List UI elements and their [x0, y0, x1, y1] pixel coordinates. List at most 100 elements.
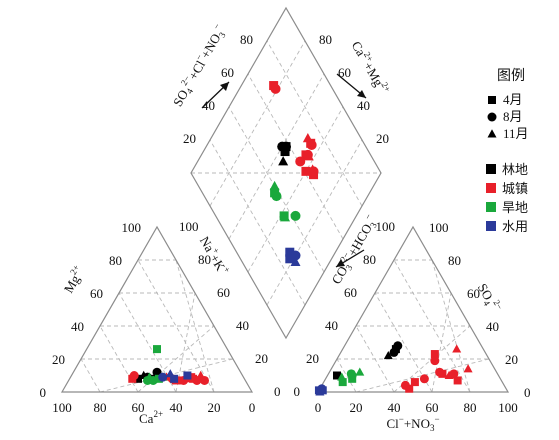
cation-triangle-grid-line [137, 259, 215, 393]
legend-month-label: 8月 [503, 109, 523, 124]
cation-y-tick-label: 80 [109, 253, 122, 268]
anion-data-point [315, 387, 325, 396]
diamond-upper-right-tick-label: 20 [376, 131, 389, 146]
diamond-data-point [280, 147, 290, 157]
legend-marker-square [488, 96, 496, 104]
cation-y-axis-title: Mg2+ [59, 263, 88, 295]
anion-data-point [463, 364, 473, 373]
grid-lines [80, 40, 490, 393]
cation-x-tick-label: 0 [249, 400, 256, 415]
diamond-grid-line [228, 106, 325, 273]
anion-triangle-grid-line [374, 292, 433, 393]
cation-triangle-grid-line [118, 292, 177, 393]
cation-data-point [143, 375, 152, 385]
anion-y-tick-label: 40 [486, 319, 499, 334]
cation-data-point [158, 372, 168, 382]
cation-y-tick-label: 100 [122, 220, 142, 235]
diamond-upper-right-title: Ca2++Mg2+ [349, 37, 393, 97]
diamond-grid-line [266, 40, 363, 207]
anion-side-tick-label: 0 [294, 384, 301, 399]
diamond-upper-right-tick-label: 80 [319, 32, 332, 47]
diamond-data-point [280, 212, 291, 222]
legend-marker-triangle [487, 129, 497, 138]
data-points [128, 81, 473, 396]
anion-data-point [355, 367, 365, 376]
diamond-grid-line [247, 106, 344, 273]
anion-side-tick-label: 80 [363, 252, 376, 267]
legend-swatch [486, 183, 496, 193]
cation-side-tick-label: 40 [236, 318, 249, 333]
legend-swatch [486, 202, 496, 212]
anion-data-point [318, 386, 327, 395]
cation-data-point [129, 371, 139, 380]
diamond-grid-line [228, 73, 325, 240]
diamond-grid-line [209, 40, 306, 207]
diamond-data-point [303, 151, 314, 161]
diamond-data-point [301, 166, 311, 176]
anion-x-tick-label: 20 [350, 400, 363, 415]
anion-side-axis-title: CO32−+HCO3− [327, 212, 382, 288]
diamond-upper-left-tick-label: 60 [221, 65, 234, 80]
diamond-data-point [281, 141, 291, 152]
anion-x-tick-label: 0 [315, 400, 322, 415]
diamond-data-point [290, 256, 301, 266]
legend-month-label: 11月 [503, 126, 529, 141]
diamond-grid-line [247, 73, 344, 240]
anion-data-point [383, 350, 393, 360]
cation-data-point [165, 369, 175, 378]
diamond-data-point [285, 254, 295, 264]
anion-y-tick-label: 80 [448, 253, 461, 268]
cation-data-point [134, 374, 142, 383]
diamond-upper-right-tick-label: 60 [338, 65, 351, 80]
anion-data-point [389, 347, 399, 357]
cation-data-point [170, 374, 179, 383]
anion-data-point [449, 369, 459, 379]
anion-triangle-grid-line [336, 358, 357, 393]
anion-triangle-grid-line [393, 259, 471, 393]
tick-labels: 1000100001008020802020806040604040604060… [40, 32, 531, 415]
anion-triangle-grid-line [355, 325, 395, 393]
anion-x-tick-label: 40 [388, 400, 401, 415]
diamond-upper-left-tick-label: 20 [183, 131, 196, 146]
legend-marker-circle [487, 112, 497, 122]
cation-data-point [189, 374, 198, 383]
cation-data-point [200, 375, 209, 385]
cation-side-tick-label: 80 [198, 252, 211, 267]
diamond-data-point [269, 180, 280, 191]
anion-data-point [393, 341, 403, 351]
cation-data-point [153, 345, 161, 354]
anion-data-point [419, 374, 429, 384]
anion-data-point [430, 356, 440, 366]
anion-data-point [430, 350, 439, 359]
anion-side-tick-label: 100 [376, 219, 396, 234]
legend-land-label: 林地 [502, 162, 528, 177]
legend-land-label: 水用 [502, 219, 528, 234]
svg-text:Mg2+: Mg2+ [59, 263, 88, 295]
diagram-frames [60, 6, 510, 393]
diamond-data-point [278, 156, 289, 166]
legend-month-label: 4月 [503, 92, 523, 107]
legend-title: 图例 [497, 68, 525, 84]
cation-side-tick-label: 100 [179, 219, 199, 234]
diamond-data-point [295, 156, 306, 167]
anion-side-tick-label: 40 [325, 318, 338, 333]
diamond-data-point [271, 191, 282, 202]
diamond-data-point [290, 210, 301, 221]
arrow-upper-left [201, 81, 230, 109]
anion-x-tick-label: 80 [464, 400, 477, 415]
anion-x-tick-label: 100 [498, 400, 518, 415]
legend-land-label: 城镇 [502, 181, 528, 196]
anion-y-tick-label: 100 [429, 220, 449, 235]
anion-data-point [410, 378, 419, 387]
anion-data-point [453, 376, 462, 385]
diamond-data-point [306, 139, 317, 150]
diamond-data-point [270, 83, 281, 94]
cation-x-axis-title: Ca2+ [139, 409, 163, 426]
cation-triangle-grid-line [175, 259, 215, 393]
svg-text:Ca2++Mg2+: Ca2++Mg2+ [349, 37, 393, 97]
cation-triangle-grid-line [99, 325, 139, 393]
diamond-grid-line [266, 139, 363, 306]
cation-side-tick-label: 60 [217, 285, 230, 300]
